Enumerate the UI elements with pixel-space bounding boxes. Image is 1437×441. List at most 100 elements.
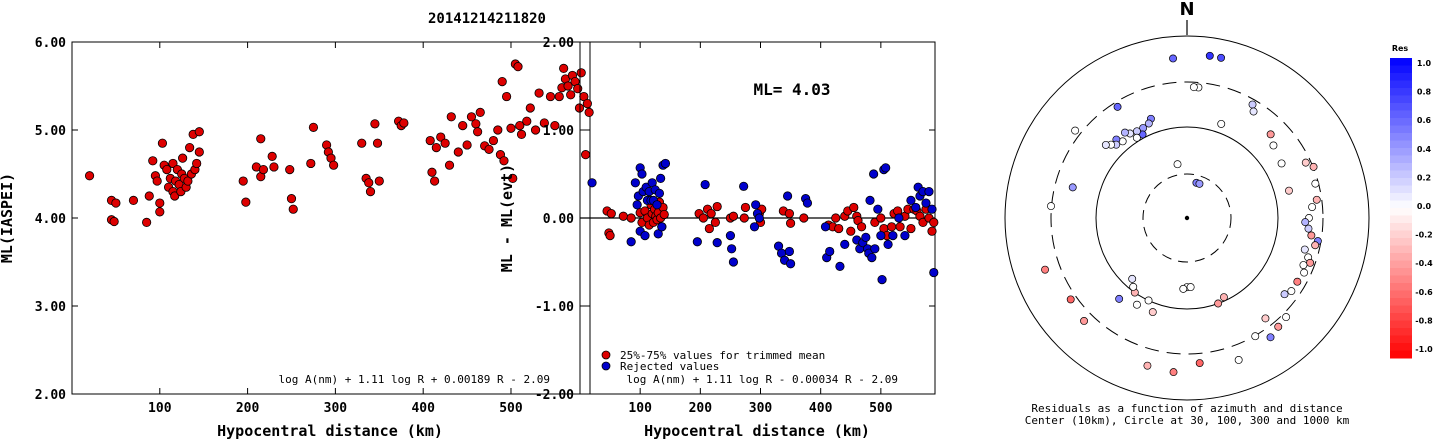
data-point bbox=[784, 246, 794, 257]
colorbar-cell bbox=[1390, 298, 1412, 306]
data-point bbox=[109, 216, 119, 227]
station-marker bbox=[1217, 119, 1226, 128]
data-point bbox=[712, 238, 722, 248]
station-marker bbox=[1195, 359, 1204, 367]
data-point bbox=[706, 209, 716, 219]
data-point bbox=[867, 253, 877, 263]
data-point bbox=[725, 231, 736, 241]
colorbar-cell bbox=[1390, 193, 1412, 201]
data-point bbox=[834, 223, 844, 234]
data-point bbox=[429, 176, 440, 186]
data-point bbox=[168, 158, 178, 169]
station-marker bbox=[1219, 293, 1228, 302]
data-point bbox=[704, 223, 714, 234]
data-point bbox=[861, 232, 871, 242]
data-point bbox=[929, 217, 939, 227]
data-point bbox=[462, 140, 472, 150]
legend-marker-rejected bbox=[601, 361, 611, 371]
data-point bbox=[515, 121, 525, 131]
station-marker bbox=[1179, 284, 1188, 293]
x-axis-label: Hypocentral distance (km) bbox=[644, 422, 870, 440]
data-point bbox=[700, 179, 710, 190]
data-point bbox=[906, 195, 916, 205]
data-point bbox=[475, 107, 485, 118]
station-marker bbox=[1280, 290, 1289, 299]
north-label: N bbox=[1179, 0, 1194, 20]
data-point bbox=[516, 129, 527, 139]
data-point bbox=[869, 169, 879, 179]
y-tick-label: 3.00 bbox=[35, 300, 66, 315]
colorbar-cell bbox=[1390, 95, 1412, 104]
data-point bbox=[831, 213, 841, 223]
data-point bbox=[427, 167, 437, 177]
station-marker bbox=[1121, 128, 1129, 137]
data-point bbox=[877, 274, 887, 285]
data-point bbox=[784, 209, 794, 219]
data-point bbox=[659, 209, 669, 220]
data-point bbox=[530, 125, 541, 135]
colorbar-cell bbox=[1390, 148, 1412, 156]
data-point bbox=[727, 244, 737, 254]
data-point bbox=[785, 259, 796, 269]
epicenter-dot bbox=[1184, 215, 1190, 221]
caption-line-1: Residuals as a function of azimuth and d… bbox=[1031, 402, 1342, 415]
data-point bbox=[626, 213, 636, 223]
data-point bbox=[152, 176, 162, 186]
colorbar-tick-label: -0.6 bbox=[1415, 288, 1433, 297]
data-point bbox=[728, 211, 739, 221]
data-point bbox=[501, 91, 512, 102]
data-point bbox=[466, 112, 477, 122]
colorbar-cell bbox=[1390, 88, 1412, 96]
station-marker bbox=[1217, 53, 1226, 62]
x-tick-label: 500 bbox=[869, 401, 893, 416]
data-point bbox=[444, 160, 455, 170]
data-point bbox=[142, 217, 152, 227]
data-point bbox=[576, 68, 586, 78]
data-point bbox=[497, 77, 507, 87]
station-marker bbox=[1307, 231, 1316, 240]
colorbar-cell bbox=[1390, 208, 1412, 216]
y-tick-label: -1.00 bbox=[535, 300, 574, 315]
data-point bbox=[436, 132, 446, 142]
data-point bbox=[440, 138, 450, 148]
data-point bbox=[849, 202, 859, 213]
colorbar-tick-label: 0.2 bbox=[1417, 173, 1431, 182]
data-point bbox=[128, 195, 139, 205]
data-point bbox=[238, 176, 248, 186]
y-axis-label: ML(IASPEI) bbox=[0, 173, 16, 263]
station-marker bbox=[1169, 54, 1177, 63]
data-point bbox=[820, 222, 831, 232]
data-point bbox=[539, 118, 549, 128]
y-tick-label: 2.00 bbox=[543, 36, 574, 51]
colorbar-tick-label: 0.4 bbox=[1417, 145, 1432, 154]
colorbar-cell bbox=[1390, 200, 1412, 209]
station-marker bbox=[1101, 140, 1110, 149]
data-point bbox=[785, 218, 796, 228]
residual-vs-distance-chart: -2.00 -1.00 0.00 1.00 2.00 100 200 300 400 500 M… bbox=[498, 36, 939, 440]
data-point bbox=[698, 213, 708, 223]
data-point bbox=[286, 194, 297, 204]
data-point bbox=[692, 237, 702, 247]
data-point bbox=[574, 103, 585, 113]
station-marker bbox=[1148, 308, 1157, 317]
colorbar-cell bbox=[1390, 215, 1412, 224]
data-point bbox=[144, 191, 154, 201]
data-point bbox=[534, 88, 544, 98]
distance-circle-1000km bbox=[1004, 35, 1370, 401]
data-point bbox=[267, 151, 277, 161]
station-marker bbox=[1071, 126, 1080, 135]
station-marker bbox=[1306, 258, 1315, 267]
x-tick-label: 300 bbox=[749, 401, 773, 416]
station-marker bbox=[1300, 268, 1309, 277]
colorbar-tick-label: -0.2 bbox=[1415, 231, 1433, 240]
distance-circle-300km bbox=[1050, 81, 1324, 355]
station-marker bbox=[1115, 294, 1124, 303]
data-point bbox=[473, 127, 483, 137]
ml-vs-distance-chart: 2.00 3.00 4.00 5.00 6.00 100 200 300 400 500 ML(… bbox=[0, 36, 594, 440]
data-point bbox=[605, 231, 615, 241]
x-tick-label: 400 bbox=[809, 401, 833, 416]
colorbar-tick-label: 0.6 bbox=[1417, 116, 1432, 125]
data-point bbox=[484, 144, 494, 154]
colorbar-cell bbox=[1390, 320, 1412, 329]
colorbar-cell bbox=[1390, 133, 1412, 141]
